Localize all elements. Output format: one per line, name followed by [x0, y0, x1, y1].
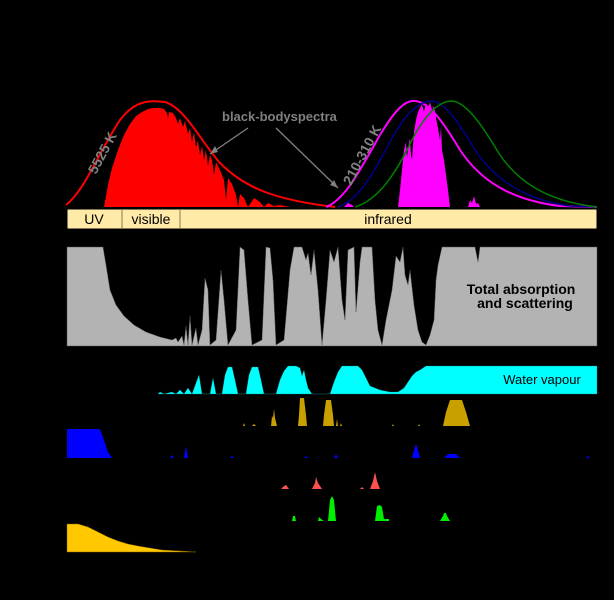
nitrous-oxide-row — [292, 496, 450, 521]
annotation-blackbody-spectra: black-bodyspectra — [222, 109, 338, 124]
earth-blackbody-curve-210K — [354, 100, 598, 208]
total-absorption-label-2: and scattering — [477, 295, 573, 311]
total-absorption-row: Total absorption and scattering — [66, 246, 598, 347]
rayleigh-scattering-row — [66, 523, 197, 553]
band-label-visible: visible — [132, 211, 171, 227]
earth-blackbody-curve-310K — [325, 99, 598, 208]
solar-spectrum-fill — [104, 108, 290, 207]
water-vapour-row: Water vapour — [157, 365, 598, 395]
water-vapour-label: Water vapour — [503, 372, 581, 387]
total-absorption-label: Total absorption — [467, 281, 576, 297]
band-label-uv: UV — [84, 211, 104, 227]
annotation-arrow-right — [275, 127, 339, 189]
earth-temperature-label: 210-310 K — [340, 122, 385, 187]
arrow-head-icon — [210, 146, 218, 154]
band-label-infrared: infrared — [364, 211, 411, 227]
solar-blackbody-curve — [65, 100, 336, 208]
wavelength-band-bar: UV visible infrared — [66, 208, 598, 230]
earth-emission-fill — [344, 102, 480, 207]
arrow-head-icon — [330, 180, 338, 188]
oxygen-ozone-row — [67, 429, 590, 458]
methane-row — [281, 472, 380, 489]
earth-blackbody-curve-260K — [337, 100, 598, 208]
carbon-dioxide-row — [243, 398, 470, 426]
